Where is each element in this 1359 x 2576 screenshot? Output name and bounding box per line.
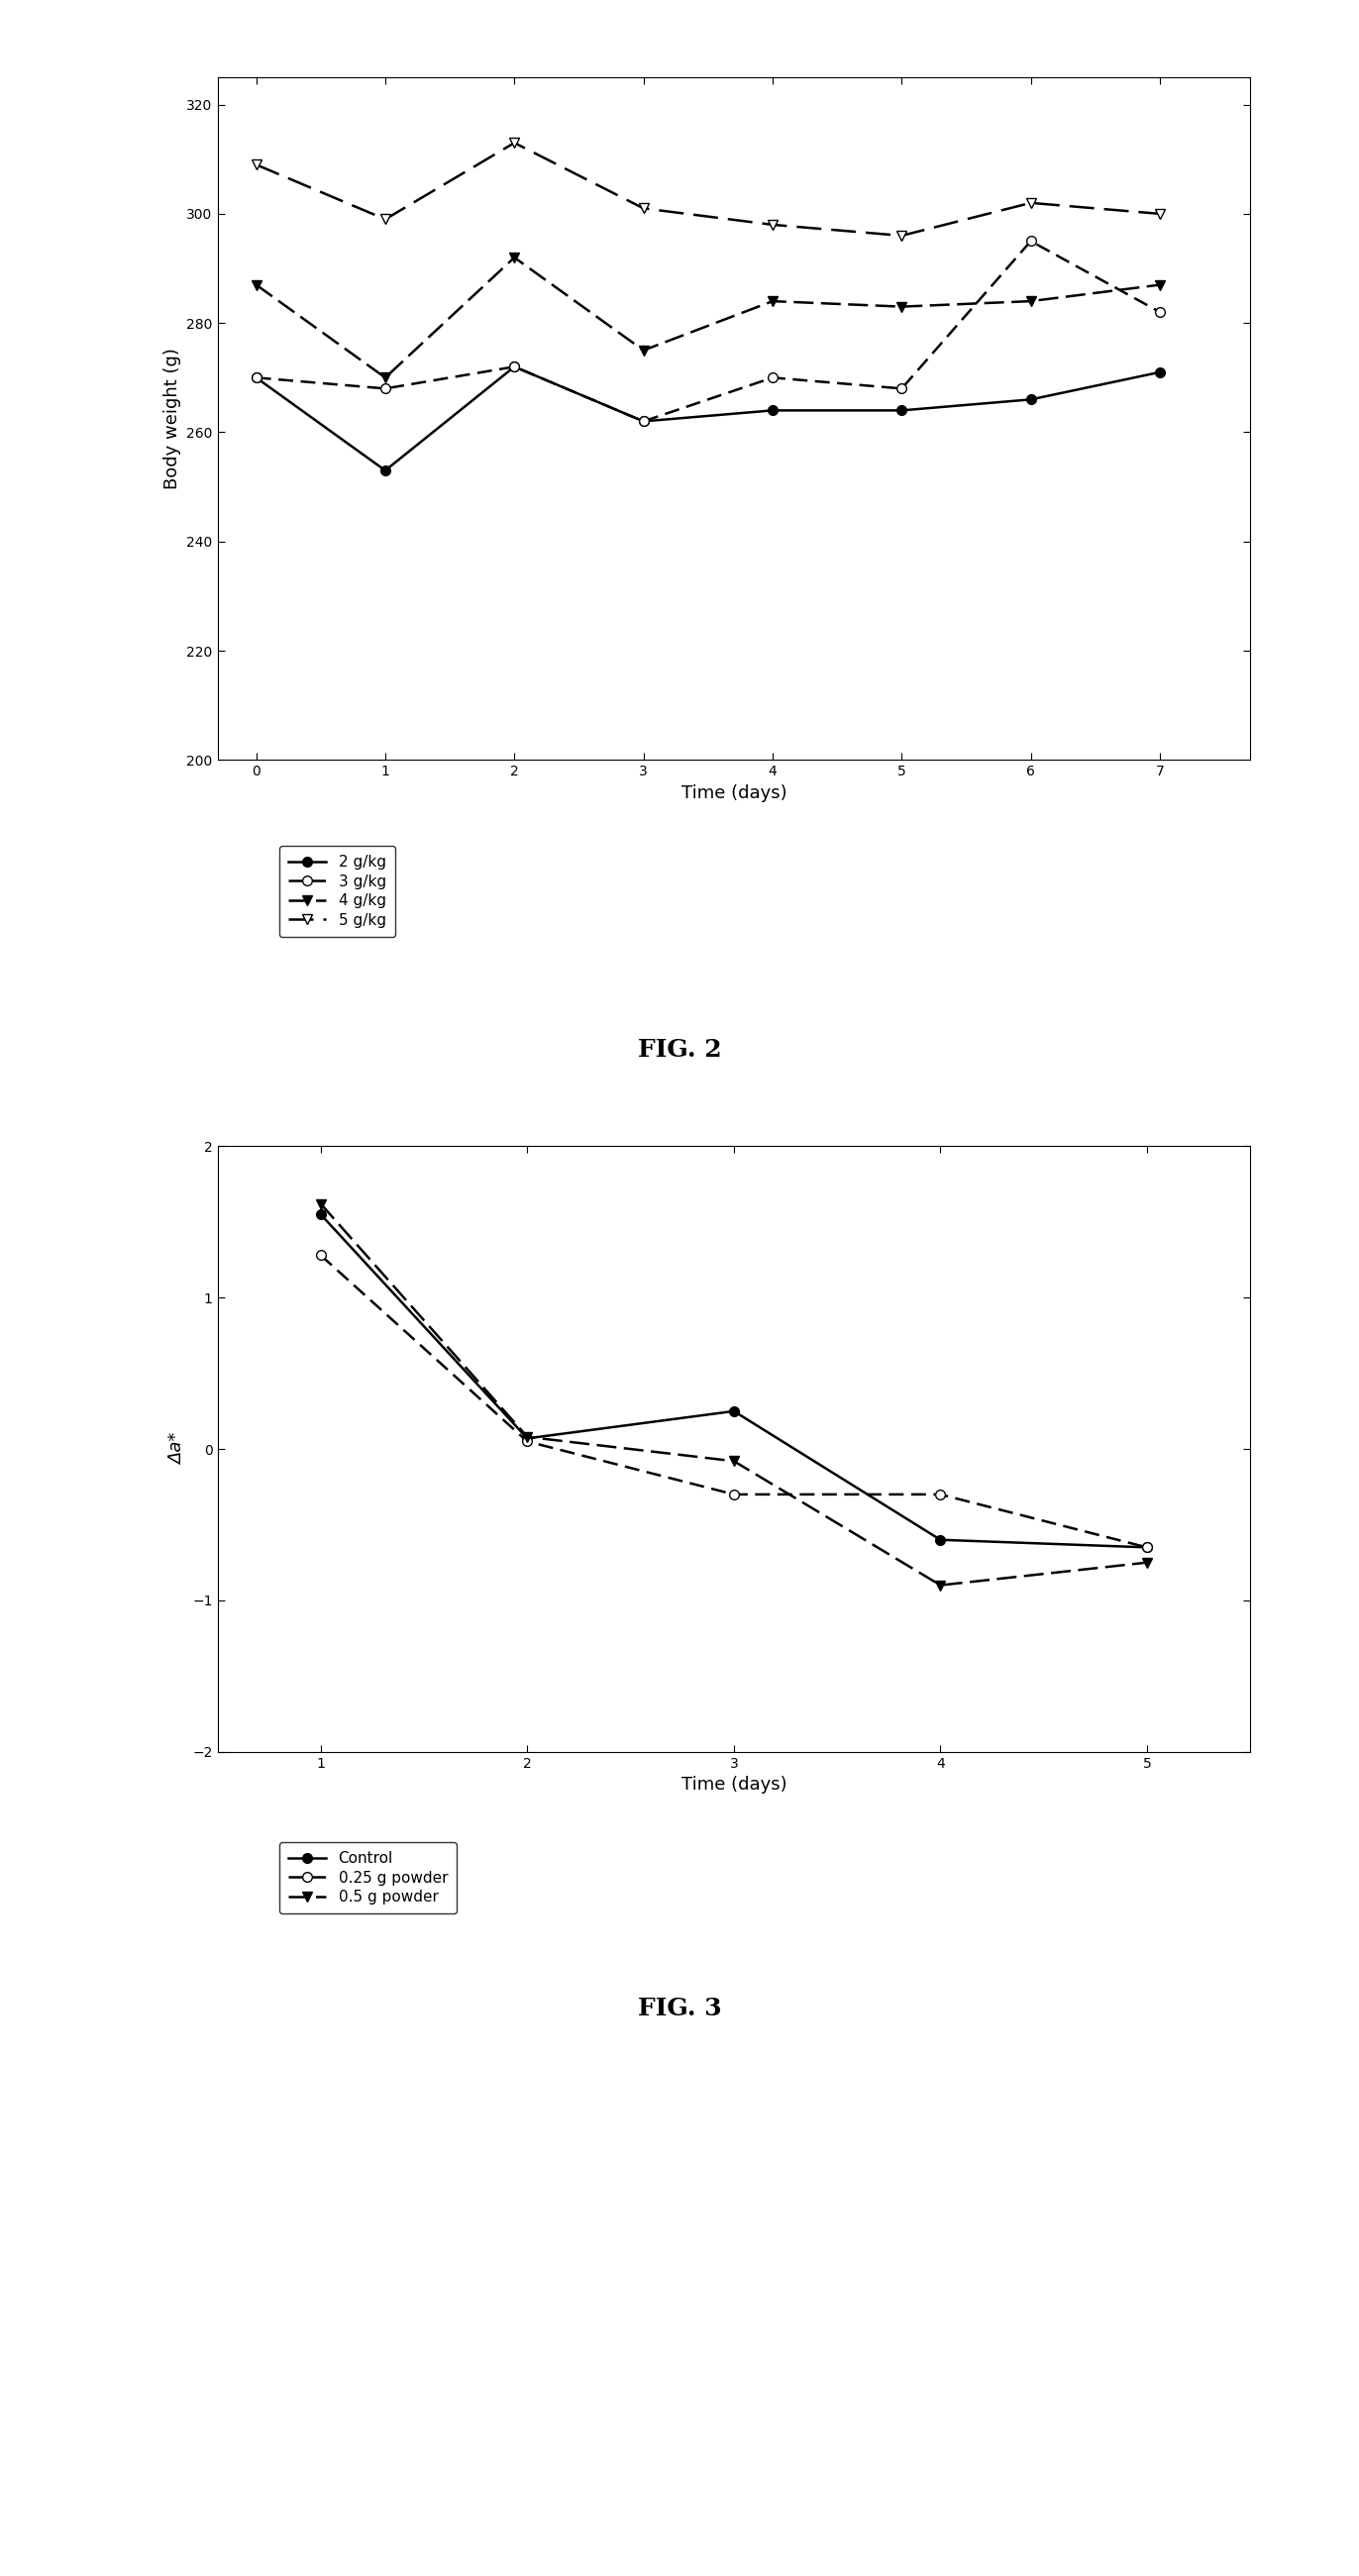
Text: FIG. 3: FIG. 3 <box>637 1996 722 2020</box>
X-axis label: Time (days): Time (days) <box>681 783 787 801</box>
Y-axis label: Δa*: Δa* <box>169 1432 186 1466</box>
Text: FIG. 2: FIG. 2 <box>637 1038 722 1061</box>
Y-axis label: Body weight (g): Body weight (g) <box>163 348 181 489</box>
Legend: Control, 0.25 g powder, 0.5 g powder: Control, 0.25 g powder, 0.5 g powder <box>280 1842 457 1914</box>
Legend: 2 g/kg, 3 g/kg, 4 g/kg, 5 g/kg: 2 g/kg, 3 g/kg, 4 g/kg, 5 g/kg <box>280 845 395 938</box>
X-axis label: Time (days): Time (days) <box>681 1775 787 1793</box>
